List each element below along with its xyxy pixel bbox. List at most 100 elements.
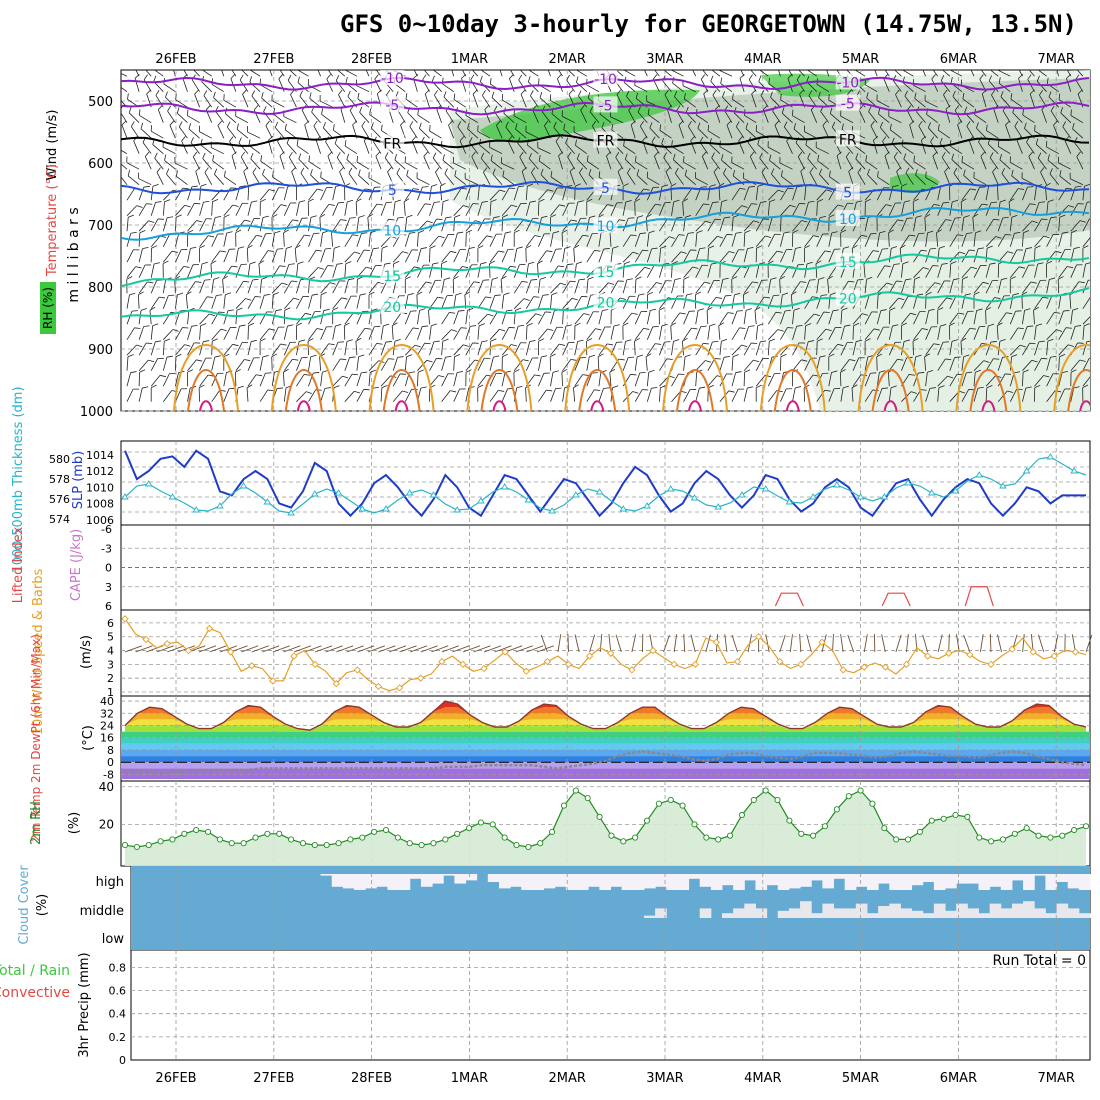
wind-barb-flag bbox=[808, 340, 815, 343]
wind-barb bbox=[380, 358, 389, 371]
wind-barb bbox=[573, 131, 587, 139]
wind-barb-flag bbox=[148, 359, 155, 363]
wind-barb-flag bbox=[203, 200, 210, 203]
wind-barb-flag bbox=[529, 340, 536, 343]
wind-barb bbox=[864, 217, 869, 232]
wind-barb bbox=[1046, 251, 1056, 263]
wind-barb-flag bbox=[541, 355, 548, 358]
wind-barb-flag bbox=[1028, 151, 1033, 157]
wind-barb bbox=[1046, 146, 1059, 155]
wind-barb bbox=[335, 80, 346, 92]
wind-barb-flag bbox=[819, 168, 823, 175]
slp-tick-label: 1012 bbox=[86, 465, 114, 478]
wind-barb bbox=[695, 388, 700, 402]
wind-barb-flag bbox=[954, 356, 961, 358]
wind-barb-flag bbox=[691, 327, 698, 330]
wind-barb-flag bbox=[550, 214, 557, 218]
wind-barb bbox=[985, 248, 988, 263]
cape-blip bbox=[964, 586, 994, 607]
rh2m-marker bbox=[204, 828, 212, 835]
wind-barb-flag bbox=[712, 201, 719, 203]
high-cloud-cell bbox=[1067, 874, 1080, 889]
wind-barb bbox=[598, 326, 606, 340]
wind-barb bbox=[972, 217, 975, 232]
wind-barb bbox=[150, 263, 155, 278]
wind-barb bbox=[743, 248, 748, 263]
wind-barb bbox=[659, 264, 664, 278]
wind-barb-flag bbox=[647, 291, 654, 296]
wind-barb-flag bbox=[963, 354, 970, 358]
wind-barb-flag bbox=[450, 390, 457, 393]
wind-barb bbox=[260, 160, 273, 170]
wind10m-barb bbox=[705, 634, 711, 653]
wind-barb-flag bbox=[780, 93, 782, 100]
wind-barb bbox=[499, 70, 503, 77]
wind-barb bbox=[767, 234, 776, 247]
wind-barb-flag bbox=[406, 169, 409, 176]
wind-barb-flag bbox=[342, 375, 349, 379]
wind-barb-flag bbox=[1093, 314, 1099, 316]
wind-barb-flag bbox=[191, 185, 198, 188]
wind-barb-flag bbox=[726, 120, 732, 126]
wind-barb bbox=[1075, 79, 1084, 92]
pressure-tick-label: 1000 bbox=[80, 405, 113, 420]
wind-barb bbox=[1069, 294, 1072, 309]
wind-barb bbox=[949, 341, 953, 356]
wind-barb-flag bbox=[1059, 214, 1066, 218]
wind-barb bbox=[586, 250, 595, 263]
wind-barb bbox=[573, 387, 576, 402]
wind-barb bbox=[634, 341, 636, 356]
thickness-marker bbox=[595, 488, 604, 495]
wind-barb bbox=[405, 98, 418, 108]
wind-barb-flag bbox=[1066, 73, 1072, 79]
wind-barb-flag bbox=[791, 291, 797, 296]
wind-barb-flag bbox=[298, 339, 305, 342]
wind-barb-flag bbox=[265, 120, 270, 126]
wind-barb bbox=[1046, 390, 1056, 402]
wind-barb bbox=[137, 294, 140, 309]
wind-barb bbox=[985, 280, 993, 294]
wind-barb-flag bbox=[356, 155, 358, 163]
wind-barb bbox=[743, 310, 747, 325]
wind-barb-flag bbox=[212, 199, 219, 203]
wind-barb bbox=[901, 357, 908, 371]
wind-barb-flag bbox=[1040, 167, 1045, 173]
wind-barb-flag bbox=[528, 261, 535, 265]
wind-barb bbox=[671, 145, 684, 155]
wind-barb-flag bbox=[901, 322, 907, 327]
wind-barb-flag bbox=[738, 136, 743, 142]
warm-isotherm bbox=[871, 368, 910, 411]
wind-barb bbox=[893, 156, 902, 170]
wind-barb bbox=[888, 232, 890, 247]
wind-barb-flag bbox=[831, 121, 836, 128]
wind-barb-flag bbox=[753, 220, 760, 223]
wind-barb-flag bbox=[573, 244, 580, 249]
wind-barb bbox=[283, 359, 293, 371]
wind-barb-flag bbox=[582, 234, 589, 237]
wind-barb-flag bbox=[877, 171, 879, 178]
wind-barb-flag bbox=[603, 248, 610, 250]
wind-barb bbox=[671, 263, 673, 278]
wind-barb bbox=[538, 250, 547, 263]
wind-barb bbox=[213, 97, 225, 108]
wind-barb bbox=[130, 126, 140, 139]
wind-barb-flag bbox=[522, 359, 529, 362]
wind-barb bbox=[1059, 175, 1072, 186]
wind-barb bbox=[525, 279, 532, 294]
wind10m-marker bbox=[966, 651, 974, 659]
wind-barb-flag bbox=[538, 198, 545, 203]
wind-barb-flag bbox=[651, 247, 658, 250]
wind-barb bbox=[617, 171, 624, 185]
wind-barb-flag bbox=[568, 89, 574, 95]
wind-barb bbox=[283, 297, 294, 309]
wind-barb-flag bbox=[594, 389, 601, 391]
high-cloud-cell bbox=[967, 874, 979, 884]
wind-barb-flag bbox=[582, 374, 589, 376]
wind-barb-flag bbox=[1019, 266, 1026, 269]
wind-barb bbox=[448, 125, 455, 139]
wind-barb-flag bbox=[931, 74, 936, 80]
wind10m-barb bbox=[690, 634, 696, 653]
slp-line bbox=[124, 449, 1086, 518]
wind-barb-flag bbox=[402, 251, 409, 254]
wind-barb bbox=[356, 217, 360, 232]
